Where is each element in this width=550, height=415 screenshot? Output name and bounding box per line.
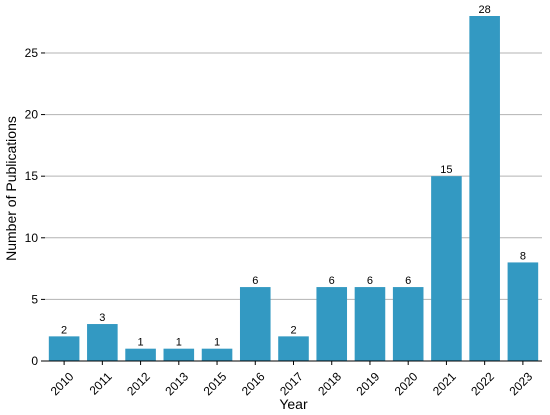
data-label-2010: 2 bbox=[61, 324, 67, 336]
data-label-2011: 3 bbox=[99, 312, 105, 324]
x-tick-label-2012: 2012 bbox=[124, 369, 153, 398]
data-label-2020: 6 bbox=[405, 275, 411, 287]
x-tick-label-2011: 2011 bbox=[87, 369, 115, 397]
data-labels: 2 3 1 1 1 6 2 6 6 6 15 28 8 bbox=[61, 4, 526, 349]
data-label-2019: 6 bbox=[367, 275, 373, 287]
bar-2022 bbox=[469, 16, 500, 361]
x-tick-label-2010: 2010 bbox=[48, 369, 77, 398]
gridlines bbox=[45, 52, 542, 300]
data-label-2023: 8 bbox=[520, 250, 526, 262]
x-tick-label-2018: 2018 bbox=[315, 369, 344, 398]
x-axis-label: Year bbox=[279, 396, 308, 412]
y-tick-labels: 0 5 10 15 20 25 bbox=[25, 46, 45, 368]
y-tick-label: 5 bbox=[31, 292, 38, 306]
x-tick-label-2022: 2022 bbox=[468, 369, 497, 398]
y-tick-label: 0 bbox=[31, 354, 38, 368]
y-tick-label: 10 bbox=[25, 231, 39, 245]
data-label-2021: 15 bbox=[440, 164, 452, 176]
bar-2011 bbox=[87, 324, 118, 361]
x-tick-label-2017: 2017 bbox=[277, 369, 306, 398]
data-label-2018: 6 bbox=[329, 275, 335, 287]
data-label-2022: 28 bbox=[479, 4, 491, 16]
bar-2012 bbox=[125, 348, 156, 361]
y-axis-label: Number of Publications bbox=[3, 116, 19, 261]
x-tick-labels: 2010 2011 2012 2013 2015 2016 2017 2018 2019 2020… bbox=[48, 361, 535, 398]
bars bbox=[48, 16, 539, 361]
bar-2015 bbox=[201, 348, 233, 361]
y-tick-label: 20 bbox=[25, 108, 39, 122]
x-tick-label-2015: 2015 bbox=[201, 369, 230, 398]
bar-2013 bbox=[163, 348, 195, 361]
data-label-2016: 6 bbox=[252, 275, 258, 287]
bar-2017 bbox=[278, 336, 309, 361]
bar-2020 bbox=[392, 287, 424, 361]
x-tick-label-2016: 2016 bbox=[239, 369, 268, 398]
data-label-2017: 2 bbox=[290, 324, 296, 336]
bar-2023 bbox=[507, 262, 539, 361]
data-label-2013: 1 bbox=[176, 337, 182, 349]
y-tick-label: 25 bbox=[25, 46, 39, 60]
x-tick-label-2020: 2020 bbox=[392, 369, 421, 398]
data-label-2012: 1 bbox=[138, 337, 144, 349]
bar-2010 bbox=[48, 336, 80, 361]
x-tick-label-2019: 2019 bbox=[354, 369, 383, 398]
data-label-2015: 1 bbox=[214, 337, 220, 349]
bar-2019 bbox=[354, 287, 386, 361]
bar-2016 bbox=[239, 287, 271, 361]
y-tick-label: 15 bbox=[25, 169, 39, 183]
x-tick-label-2023: 2023 bbox=[506, 369, 535, 398]
x-tick-label-2013: 2013 bbox=[162, 369, 191, 398]
bar-2018 bbox=[316, 287, 348, 361]
x-tick-label-2021: 2021 bbox=[430, 369, 459, 398]
bar-2021 bbox=[431, 176, 462, 361]
